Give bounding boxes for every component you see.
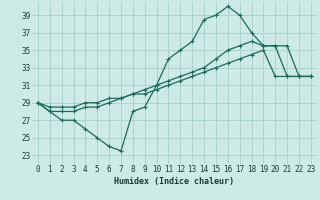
X-axis label: Humidex (Indice chaleur): Humidex (Indice chaleur) (115, 177, 234, 186)
